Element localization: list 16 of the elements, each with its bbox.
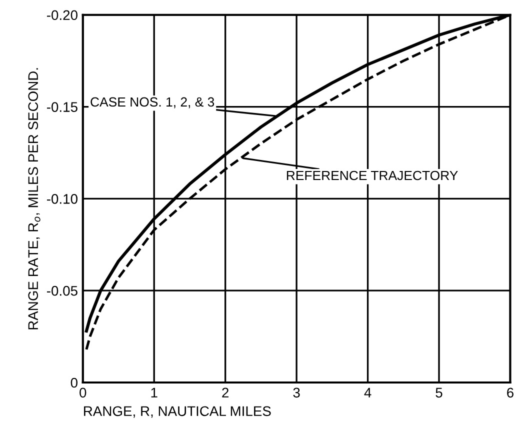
y-tick-label: 0 xyxy=(70,378,78,388)
x-tick-label: 5 xyxy=(436,388,442,398)
annotation: REFERENCE TRAJECTORY xyxy=(286,170,458,180)
x-tick-label: 0 xyxy=(80,388,86,398)
x-tick-label: 2 xyxy=(222,388,228,398)
x-axis-title: RANGE, R, NAUTICAL MILES xyxy=(84,406,271,418)
x-tick-label: 6 xyxy=(507,388,514,398)
y-tick-label: -0.15 xyxy=(46,102,78,112)
y-tick-label: -0.05 xyxy=(46,286,78,296)
x-tick-label: 4 xyxy=(364,388,372,398)
x-tick-label: 1 xyxy=(151,388,158,398)
y-tick-label: -0.10 xyxy=(46,194,78,204)
y-tick-label: -0.20 xyxy=(46,10,78,20)
x-tick-label: 3 xyxy=(293,388,300,398)
y-axis-title: RANGE RATE, R$_{o}$, MILES PER SECOND. xyxy=(28,68,40,330)
annotation: CASE NOS. 1, 2, & 3 xyxy=(90,97,214,108)
